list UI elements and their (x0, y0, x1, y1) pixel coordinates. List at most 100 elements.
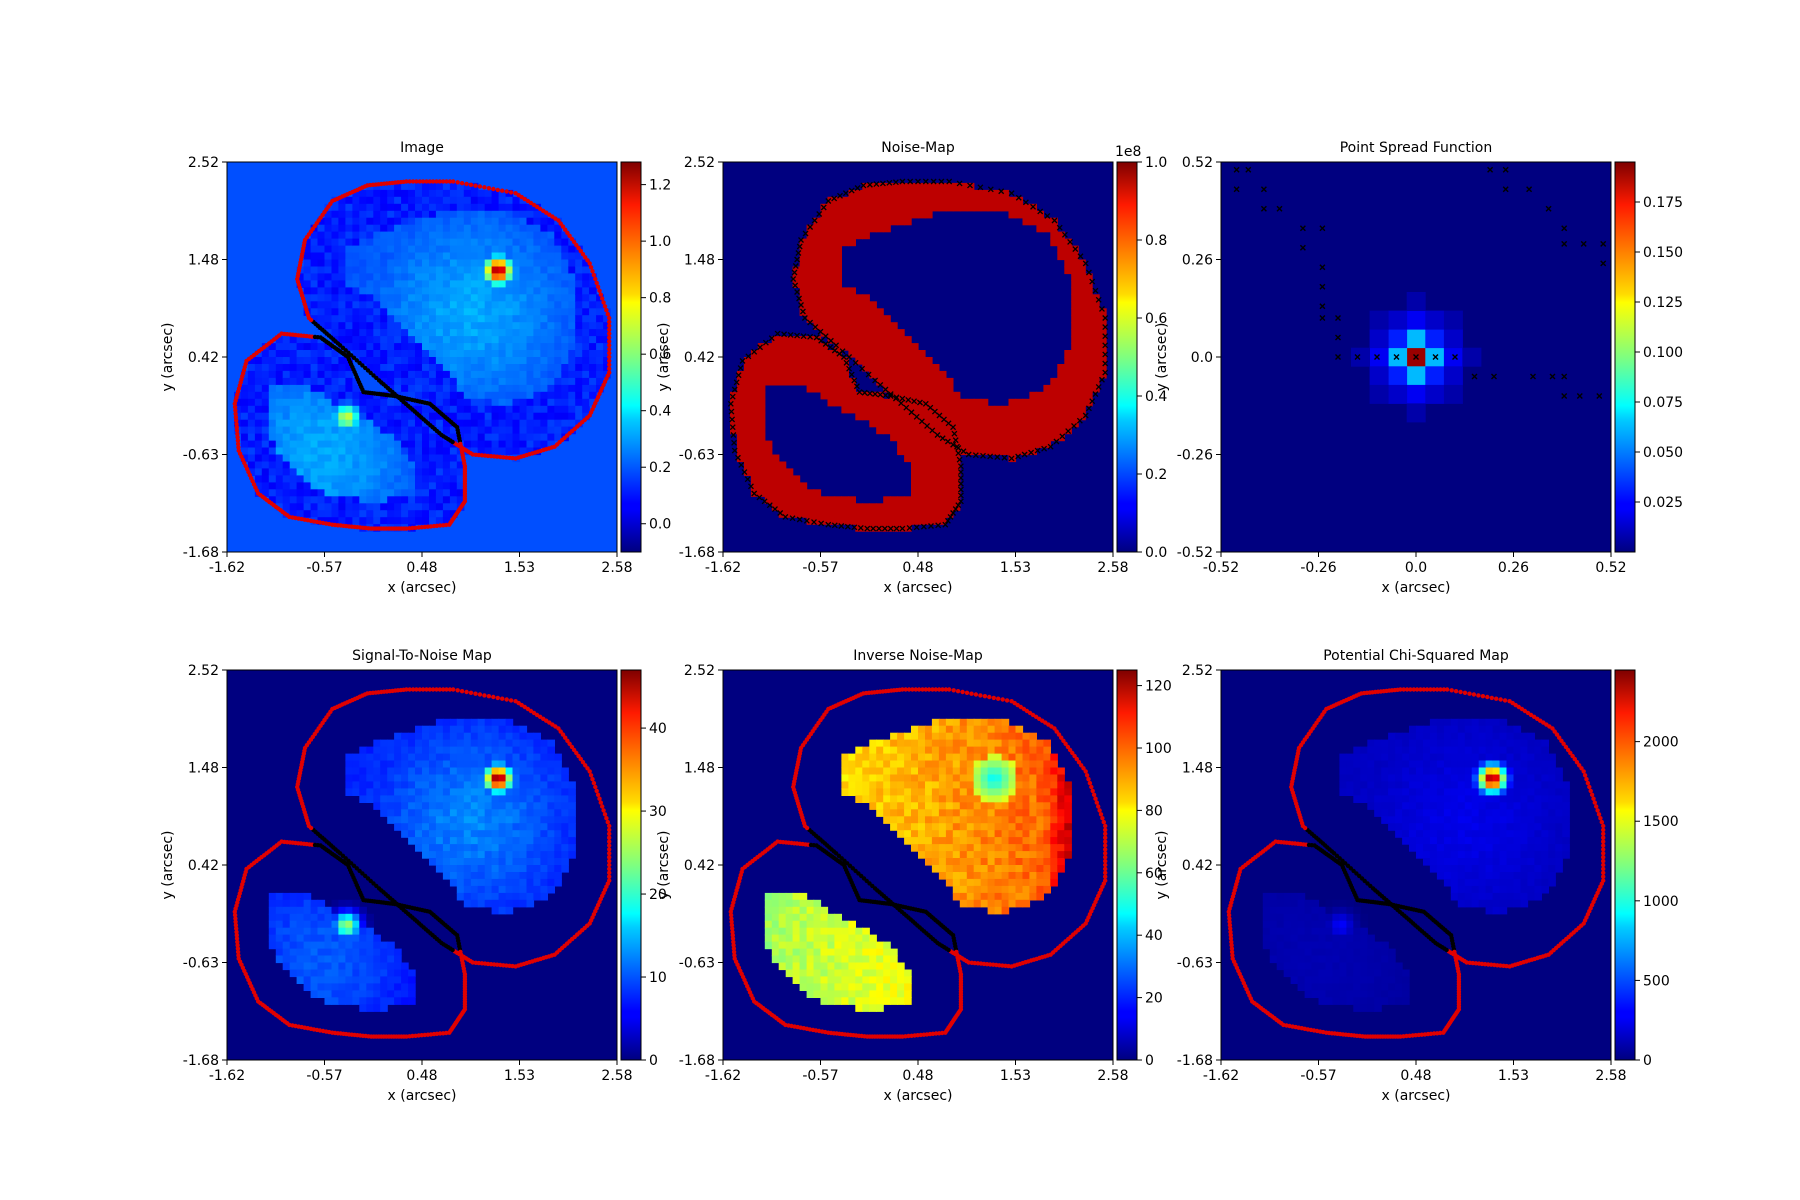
heatmap-cell (505, 795, 514, 803)
heatmap-cell (477, 447, 486, 456)
heatmap-cell (862, 301, 870, 309)
heatmap-cell (764, 496, 773, 504)
heatmap-cell (582, 308, 590, 316)
heatmap-cell (876, 377, 884, 386)
heatmap-cell (945, 189, 954, 198)
heatmap-cell (324, 398, 333, 407)
heatmap-cell (408, 433, 416, 442)
heatmap-cell (554, 412, 562, 421)
heatmap-cell (498, 259, 507, 268)
heatmap-cell (387, 203, 395, 212)
heatmap-cell (408, 280, 416, 288)
heatmap-cell (554, 315, 562, 323)
heatmap-cell (442, 301, 451, 309)
mask-cross (766, 502, 773, 509)
heatmap-cell (1057, 364, 1065, 372)
heatmap-cell (345, 287, 353, 295)
heatmap-cell (568, 412, 576, 421)
heatmap-cell (596, 301, 604, 309)
heatmap-cell (456, 405, 465, 414)
heatmap-cell (918, 447, 926, 456)
heatmap-cell (429, 802, 437, 810)
heatmap-cell (442, 370, 451, 379)
heatmap-cell (415, 315, 423, 323)
heatmap-cell (1015, 447, 1024, 456)
heatmap-cell (876, 196, 884, 205)
heatmap-cell (498, 440, 507, 449)
heatmap-cell (519, 433, 528, 442)
heatmap-cell (401, 245, 409, 254)
heatmap-cell (1085, 315, 1093, 323)
heatmap-cell (547, 788, 555, 796)
heatmap-cell (422, 760, 430, 769)
heatmap-cell (317, 454, 326, 463)
heatmap-cell (498, 273, 507, 281)
heatmap-cell (505, 238, 514, 247)
heatmap-cell (533, 753, 541, 762)
mask-dot (607, 835, 612, 840)
heatmap-cell (519, 725, 528, 734)
heatmap-cell (547, 336, 555, 344)
heatmap-cell (366, 266, 374, 275)
heatmap-cell (771, 503, 780, 511)
y-tick-label: -1.68 (183, 545, 219, 561)
heatmap-cell (408, 294, 416, 302)
heatmap-cell (352, 412, 360, 421)
heatmap-cell (491, 203, 500, 212)
heatmap-cell (519, 788, 528, 796)
heatmap-cell (373, 475, 381, 483)
heatmap-cell (324, 412, 333, 421)
heatmap-cell (540, 892, 548, 901)
heatmap-cell (841, 224, 849, 233)
mask-cross (789, 515, 796, 522)
heatmap-cell (408, 336, 416, 344)
heatmap-cell (373, 182, 381, 191)
heatmap-cell (519, 746, 528, 755)
heatmap-cell (282, 955, 291, 964)
heatmap-cell (799, 350, 808, 358)
heatmap-cell (401, 419, 409, 428)
heatmap-cell (533, 273, 541, 281)
heatmap-cell (359, 962, 367, 971)
heatmap-cell (883, 189, 891, 198)
mask-cross (794, 256, 801, 263)
heatmap-cell (1001, 433, 1010, 442)
heatmap-cell (408, 830, 416, 838)
heatmap-cell (449, 489, 458, 497)
mask-cross (782, 513, 789, 520)
heatmap-cell (547, 280, 555, 288)
heatmap-cell (526, 364, 535, 372)
heatmap-cell (429, 788, 437, 796)
mask-dot (598, 800, 603, 805)
heatmap-cell (890, 350, 898, 358)
heatmap-cell (303, 962, 312, 971)
heatmap-cell (484, 795, 493, 803)
heatmap-cell (561, 837, 569, 845)
heatmap-cell (1050, 238, 1058, 247)
heatmap-cell (380, 426, 388, 435)
heatmap-cell (897, 412, 905, 421)
heatmap-cell (554, 343, 562, 351)
heatmap-cell (980, 426, 989, 435)
heatmap-cell (561, 370, 569, 379)
heatmap-cell (449, 823, 458, 831)
heatmap-cell (408, 440, 416, 449)
heatmap-cell (429, 795, 437, 803)
heatmap-cell (519, 308, 528, 316)
heatmap-cell (435, 273, 444, 281)
heatmap-cell (1022, 210, 1031, 219)
heatmap-cell (401, 767, 409, 776)
y-tick-label: 0.52 (1182, 155, 1213, 171)
heatmap-cell (561, 377, 569, 386)
heatmap-cell (359, 948, 367, 957)
heatmap-cell (422, 343, 430, 351)
heatmap-cell (394, 482, 402, 490)
mask-cross (800, 333, 807, 340)
heatmap-cell (449, 426, 458, 435)
heatmap-cell (338, 391, 346, 400)
heatmap-cell (1001, 419, 1010, 428)
heatmap-cell (463, 238, 472, 247)
heatmap-cell (401, 809, 409, 817)
heatmap-cell (498, 231, 507, 240)
heatmap-cell (310, 412, 319, 421)
